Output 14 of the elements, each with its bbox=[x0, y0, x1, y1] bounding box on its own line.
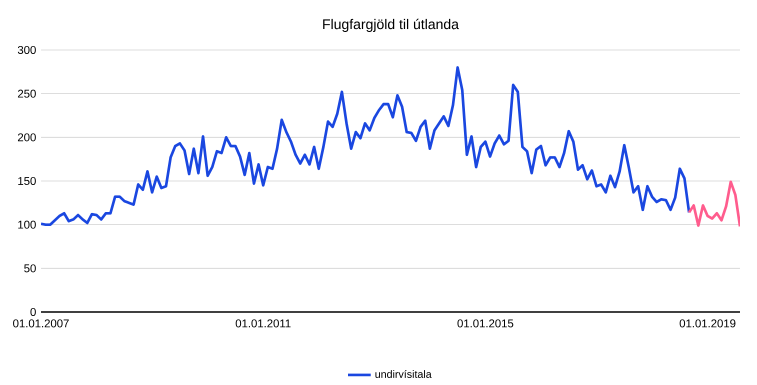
x-tick-label: 01.01.2007 bbox=[13, 319, 69, 328]
line-series bbox=[688, 180, 740, 228]
y-tick-label: 300 bbox=[18, 46, 36, 54]
y-tick-label: 250 bbox=[18, 90, 36, 98]
y-tick-label: 100 bbox=[18, 220, 36, 229]
y-tick-label: 200 bbox=[18, 133, 36, 142]
y-tick-label: 50 bbox=[24, 264, 36, 272]
x-tick-label: 01.01.2011 bbox=[236, 319, 291, 328]
y-tick-label: 0 bbox=[30, 308, 36, 316]
x-tick-label: 01.01.2015 bbox=[457, 319, 514, 328]
legend-label: undirvísitala bbox=[375, 370, 432, 378]
x-tick-label: 01.01.2019 bbox=[680, 319, 736, 328]
chart-title: Flugfargjöld til útlanda bbox=[323, 18, 459, 32]
y-tick-label: 150 bbox=[18, 176, 36, 185]
